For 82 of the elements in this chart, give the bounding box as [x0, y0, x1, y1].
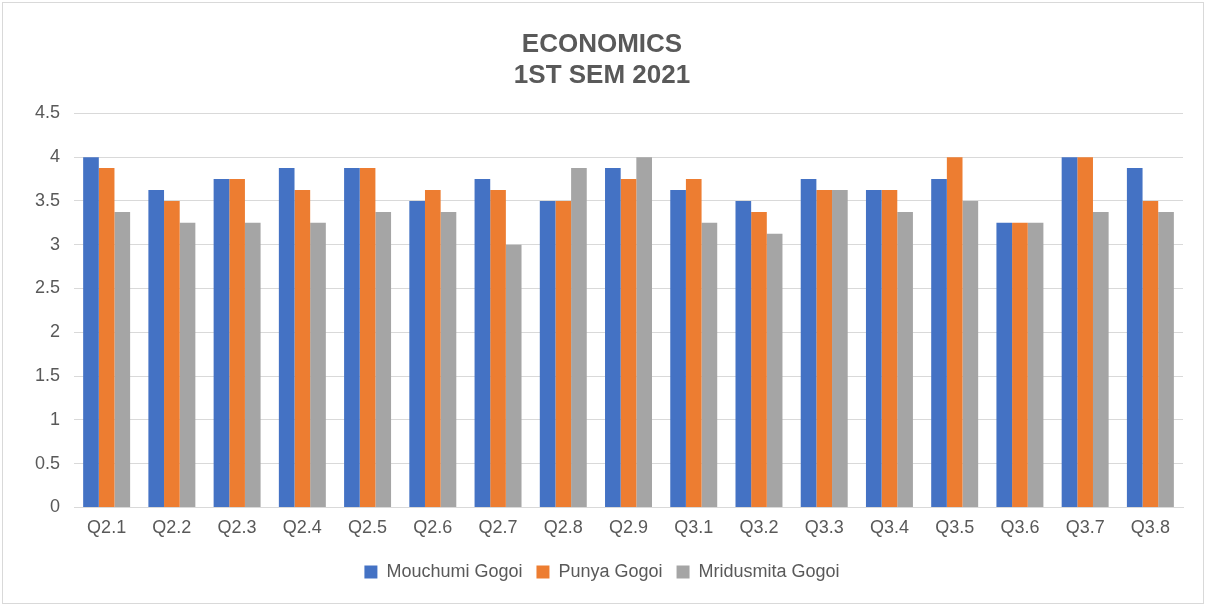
- x-tick-label: Q3.4: [869, 517, 909, 538]
- bar: [1126, 168, 1143, 507]
- bar: [539, 200, 556, 507]
- x-tick-label: Q2.1: [87, 517, 127, 538]
- x-tick-label: Q2.9: [609, 517, 649, 538]
- bar: [505, 244, 522, 507]
- legend-label: Mouchumi Gogoi: [386, 560, 523, 581]
- bar: [244, 222, 261, 507]
- bar: [670, 190, 686, 507]
- bar: [440, 211, 457, 507]
- bar: [1092, 211, 1109, 507]
- bar: [931, 179, 947, 507]
- legend-label: Punya Gogoi: [558, 560, 663, 581]
- bar: [375, 211, 392, 507]
- x-tick-label: Q2.2: [152, 517, 192, 538]
- x-tick-label: Q2.3: [217, 517, 257, 538]
- bar: [685, 179, 702, 507]
- y-tick-label: 0: [50, 496, 61, 517]
- x-tick-label: Q2.7: [478, 517, 518, 538]
- x-tick-label: Q2.6: [413, 517, 453, 538]
- bar: [409, 200, 425, 507]
- x-tick-label: Q3.8: [1130, 517, 1170, 538]
- bar: [751, 211, 767, 507]
- y-tick-label: 1: [50, 408, 61, 429]
- bar: [620, 179, 637, 507]
- bar: [344, 168, 360, 507]
- bar: [1027, 222, 1044, 507]
- x-tick-label: Q3.7: [1065, 517, 1105, 538]
- bar: [571, 168, 587, 507]
- bar: [605, 168, 621, 507]
- bar: [946, 157, 963, 507]
- bar: [881, 190, 898, 507]
- bar: [294, 190, 311, 507]
- bar: [490, 190, 506, 507]
- bar: [832, 190, 848, 507]
- bar: [996, 222, 1013, 507]
- x-tick-label: Q3.6: [1000, 517, 1040, 538]
- bar: [1077, 157, 1093, 507]
- y-tick-label: 3.5: [34, 189, 61, 210]
- x-tick-label: Q3.1: [674, 517, 714, 538]
- y-tick-label: 3: [50, 233, 61, 254]
- y-tick-label: 4.5: [34, 102, 61, 123]
- y-tick-label: 2: [50, 321, 61, 342]
- bar: [474, 179, 491, 507]
- y-tick-label: 2.5: [34, 277, 61, 298]
- y-tick-label: 1.5: [34, 365, 61, 386]
- bar: [766, 233, 783, 507]
- bar: [1158, 211, 1174, 507]
- bar: [83, 157, 99, 507]
- bar: [555, 200, 572, 507]
- bar: [865, 190, 882, 507]
- x-tick-label: Q2.4: [282, 517, 322, 538]
- bar: [1061, 157, 1078, 507]
- x-tick-label: Q3.3: [804, 517, 844, 538]
- y-tick-label: 4: [50, 146, 61, 167]
- legend-label: Mridusmita Gogoi: [698, 560, 840, 581]
- bar: [962, 200, 979, 507]
- bar: [213, 179, 230, 507]
- bar: [897, 211, 913, 507]
- bar: [114, 211, 131, 507]
- x-tick-label: Q3.2: [739, 517, 779, 538]
- bar: [229, 179, 245, 507]
- bar: [1142, 200, 1159, 507]
- bar: [164, 200, 180, 507]
- bar: [800, 179, 817, 507]
- bar: [1012, 222, 1028, 507]
- bar: [278, 168, 295, 507]
- y-tick-label: 0.5: [34, 452, 61, 473]
- x-tick-label: Q2.8: [543, 517, 583, 538]
- bar: [179, 222, 196, 507]
- bar: [816, 190, 833, 507]
- bar: [148, 190, 165, 507]
- x-tick-label: Q3.5: [935, 517, 975, 538]
- bar: [735, 200, 752, 507]
- bar: [98, 168, 115, 507]
- bar: [701, 222, 718, 507]
- bar: [636, 157, 652, 507]
- bar: [424, 190, 441, 507]
- x-tick-label: Q2.5: [348, 517, 388, 538]
- bar: [310, 222, 326, 507]
- chart-title: ECONOMICS 1ST SEM 2021: [513, 27, 691, 89]
- bar: [359, 168, 376, 507]
